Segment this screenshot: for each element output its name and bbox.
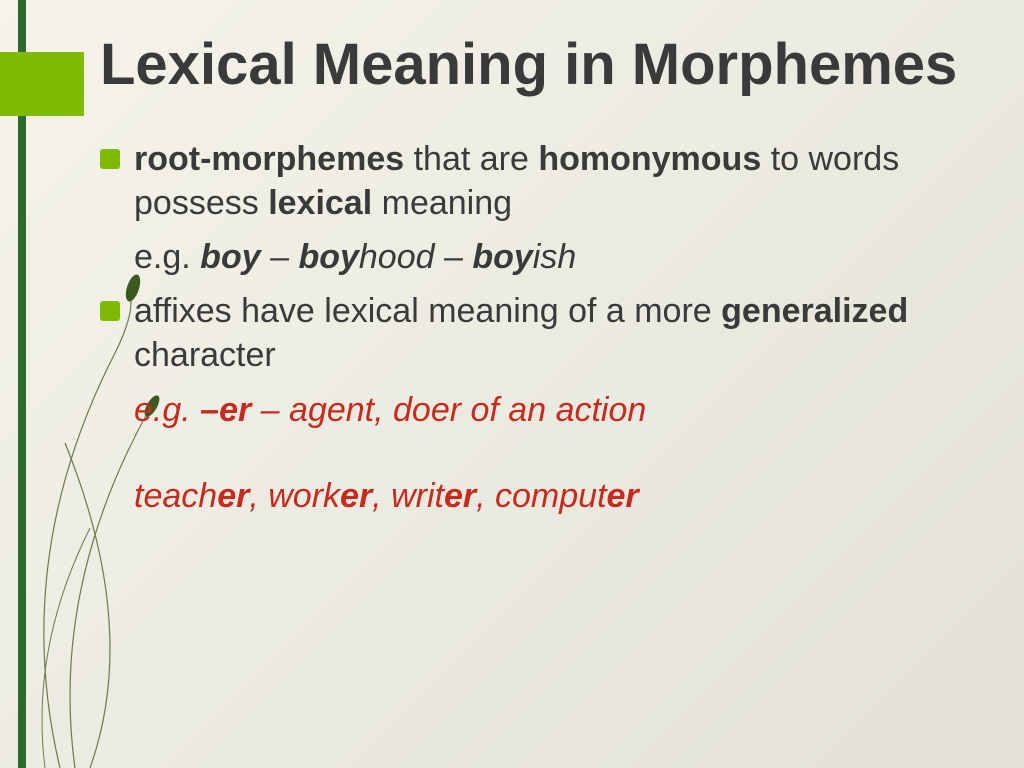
slide-content: Lexical Meaning in Morphemes root-morphe… — [100, 34, 974, 528]
text-bold: er — [607, 477, 639, 515]
example-boy: e.g. boy – boyhood – boyish — [100, 235, 974, 279]
text: teach — [134, 477, 217, 515]
accent-rectangle — [0, 52, 84, 116]
text: affixes have lexical meaning of a more — [134, 292, 721, 330]
text: e.g. — [134, 391, 200, 429]
text: character — [134, 336, 276, 374]
text-bold-italic: boy — [298, 238, 358, 276]
text-bold-italic: boy — [472, 238, 532, 276]
text-bold: er — [217, 477, 249, 515]
slide-body: root-morphemes that are homonymous to wo… — [100, 137, 974, 518]
text: that are — [404, 140, 538, 178]
text-bold: –er — [200, 391, 251, 429]
text: e.g. — [134, 238, 200, 276]
spacer — [100, 442, 974, 464]
text-bold: homonymous — [538, 140, 761, 178]
text-bold: er — [444, 477, 476, 515]
example-er-words: teacher, worker, writer, computer — [100, 474, 974, 518]
text: writ — [391, 477, 444, 515]
text: meaning — [372, 184, 512, 222]
example-er-suffix: e.g. –er – agent, doer of an action — [100, 388, 974, 432]
text-bold-italic: boy — [200, 238, 260, 276]
text-bold: generalized — [721, 292, 908, 330]
text-bold: er — [340, 477, 372, 515]
text: , — [249, 477, 268, 515]
text: , — [476, 477, 495, 515]
text: , — [372, 477, 391, 515]
bullet-root-morphemes: root-morphemes that are homonymous to wo… — [100, 137, 974, 225]
text-italic: – — [435, 238, 473, 276]
text: – agent, doer of an action — [251, 391, 646, 429]
text-bold: root-morphemes — [134, 140, 404, 178]
text: work — [268, 477, 340, 515]
text-italic: – — [261, 238, 299, 276]
text: comput — [495, 477, 607, 515]
text-italic: ish — [533, 238, 576, 276]
bullet-affixes: affixes have lexical meaning of a more g… — [100, 289, 974, 377]
slide-title: Lexical Meaning in Morphemes — [100, 34, 974, 97]
text-italic: hood — [359, 238, 435, 276]
text-bold: lexical — [268, 184, 372, 222]
